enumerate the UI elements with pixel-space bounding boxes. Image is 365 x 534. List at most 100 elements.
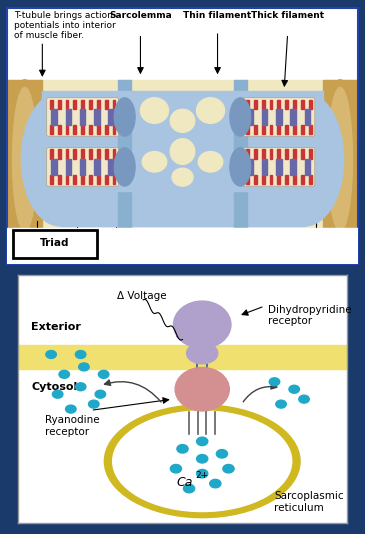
Bar: [58, 99, 61, 109]
Bar: [285, 175, 288, 184]
Bar: [246, 99, 249, 109]
Text: Sarcoplasmic
reticulum: Sarcoplasmic reticulum: [274, 491, 344, 513]
Bar: [247, 109, 253, 124]
Ellipse shape: [21, 92, 99, 226]
Ellipse shape: [173, 301, 231, 348]
Bar: [97, 175, 100, 184]
Bar: [50, 175, 53, 184]
Bar: [108, 109, 114, 124]
Ellipse shape: [196, 98, 224, 123]
Bar: [105, 99, 108, 109]
Bar: [262, 175, 265, 184]
Text: 2+: 2+: [196, 471, 209, 480]
Bar: [112, 175, 115, 184]
Text: Δ Voltage: Δ Voltage: [117, 291, 166, 301]
Bar: [66, 175, 68, 184]
Bar: [42, 91, 323, 101]
Circle shape: [184, 484, 195, 493]
Circle shape: [269, 378, 280, 386]
Bar: [276, 159, 282, 175]
Circle shape: [89, 400, 99, 408]
Bar: [105, 150, 108, 159]
Ellipse shape: [170, 109, 195, 132]
Bar: [66, 125, 68, 135]
Text: Thick filament: Thick filament: [251, 11, 324, 20]
Bar: [60, 92, 305, 226]
Bar: [58, 175, 61, 184]
Bar: [42, 181, 323, 191]
Bar: [262, 99, 265, 109]
Circle shape: [76, 350, 86, 358]
Bar: [66, 159, 71, 175]
Bar: [262, 125, 265, 135]
Ellipse shape: [114, 98, 135, 136]
Text: Sarcoplasmic reticulum
stores Ca²⁺.: Sarcoplasmic reticulum stores Ca²⁺.: [105, 232, 212, 251]
Bar: [7, 229, 358, 264]
Bar: [7, 80, 42, 239]
Bar: [276, 109, 282, 124]
Bar: [112, 150, 115, 159]
Bar: [277, 125, 280, 135]
Bar: [246, 125, 249, 135]
Bar: [262, 159, 268, 175]
Bar: [89, 125, 92, 135]
Bar: [66, 109, 71, 124]
Bar: [285, 99, 288, 109]
Bar: [262, 150, 265, 159]
Bar: [97, 150, 100, 159]
Bar: [254, 125, 257, 135]
Bar: [277, 150, 280, 159]
Text: Terminal
cisterna: Terminal cisterna: [296, 234, 335, 254]
Circle shape: [79, 363, 89, 371]
Ellipse shape: [7, 80, 42, 239]
Ellipse shape: [104, 404, 301, 519]
Bar: [234, 80, 247, 239]
Ellipse shape: [195, 372, 210, 406]
Ellipse shape: [56, 92, 309, 226]
Bar: [66, 150, 68, 159]
Bar: [81, 99, 84, 109]
Ellipse shape: [328, 88, 353, 231]
Text: Copyright © 2007 Pearson Education, Inc., publishing as Benjamin Cummings.: Copyright © 2007 Pearson Education, Inc.…: [74, 257, 291, 263]
FancyBboxPatch shape: [243, 98, 315, 136]
Bar: [81, 175, 84, 184]
Ellipse shape: [175, 367, 229, 411]
Bar: [285, 125, 288, 135]
Ellipse shape: [323, 80, 358, 239]
Bar: [89, 175, 92, 184]
Text: T-tubule brings action
potentials into interior
of muscle fiber.: T-tubule brings action potentials into i…: [14, 11, 116, 41]
Bar: [293, 150, 296, 159]
Bar: [270, 99, 272, 109]
Bar: [50, 99, 53, 109]
Bar: [105, 175, 108, 184]
Bar: [112, 99, 115, 109]
Bar: [73, 150, 76, 159]
Text: Ryanodine
receptor: Ryanodine receptor: [45, 415, 99, 437]
Bar: [309, 175, 312, 184]
Circle shape: [216, 450, 227, 458]
Ellipse shape: [12, 88, 37, 231]
Bar: [323, 80, 358, 239]
Circle shape: [170, 465, 181, 473]
Bar: [301, 175, 304, 184]
Bar: [105, 125, 108, 135]
Bar: [89, 150, 92, 159]
Bar: [112, 125, 115, 135]
Ellipse shape: [141, 98, 169, 123]
Circle shape: [99, 371, 109, 378]
Bar: [66, 99, 68, 109]
Ellipse shape: [113, 411, 292, 512]
FancyBboxPatch shape: [47, 98, 119, 136]
Text: Exterior: Exterior: [31, 322, 81, 332]
Circle shape: [223, 465, 234, 473]
Bar: [7, 80, 358, 239]
Circle shape: [66, 405, 76, 413]
Bar: [309, 99, 312, 109]
Ellipse shape: [206, 372, 221, 406]
Bar: [305, 109, 310, 124]
Bar: [309, 125, 312, 135]
Bar: [254, 150, 257, 159]
Bar: [247, 159, 253, 175]
Circle shape: [53, 390, 63, 398]
Bar: [254, 99, 257, 109]
